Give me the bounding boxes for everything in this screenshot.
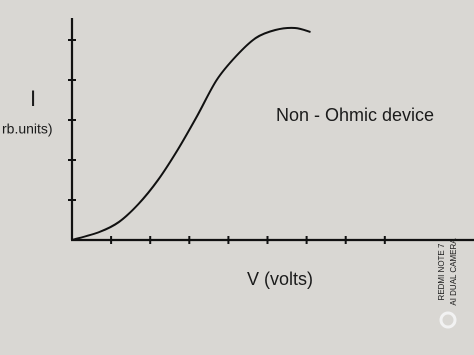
watermark-logo [439,311,457,329]
watermark: AI DUAL CAMERA [449,238,458,306]
y-axis-unit: rb.units) [2,121,53,137]
curve [71,26,311,241]
watermark: REDMI NOTE 7 [437,243,446,300]
y-axis-symbol: I [30,86,36,111]
x-axis-label: V (volts) [247,269,313,289]
annotation: Non - Ohmic device [276,105,434,125]
